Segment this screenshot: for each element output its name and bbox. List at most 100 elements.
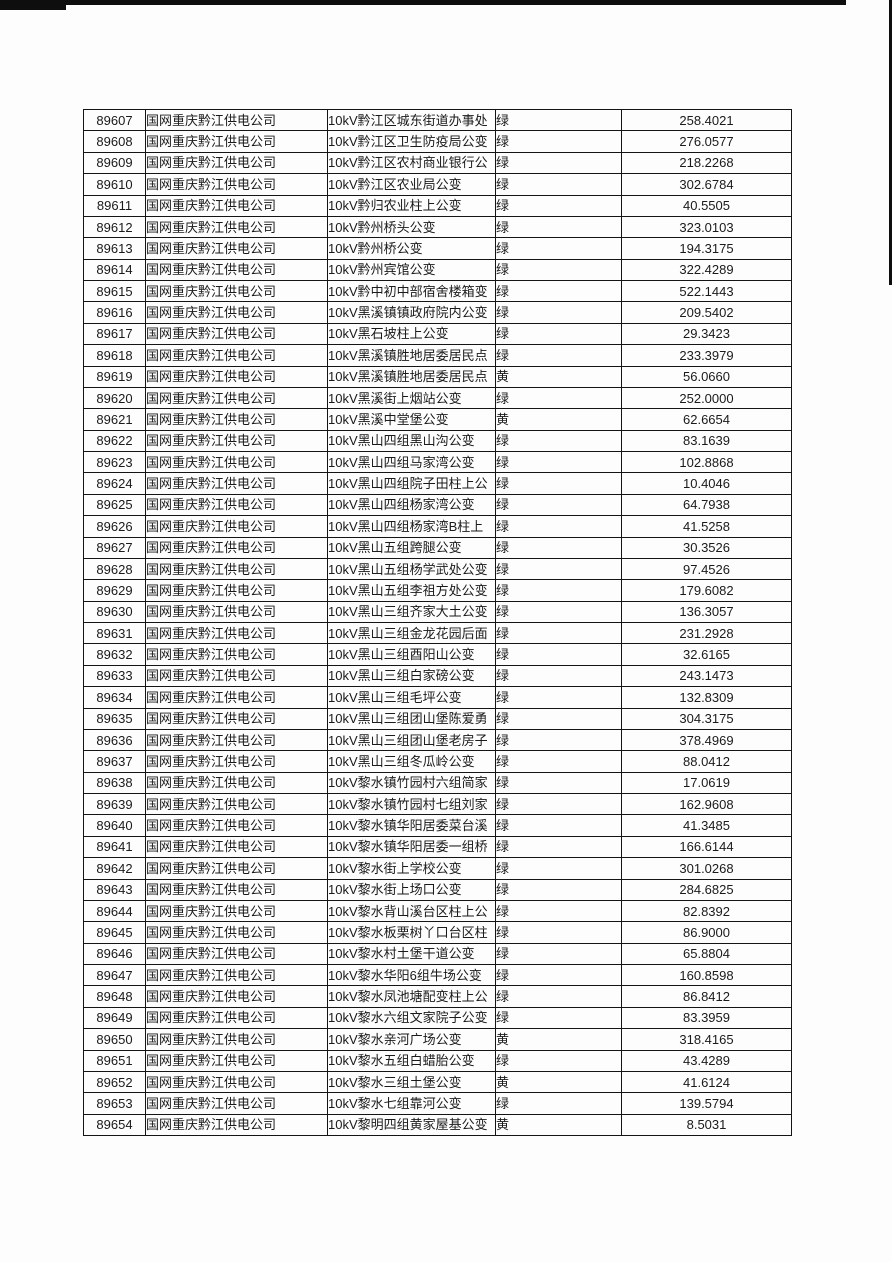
- cell-station: 10kV黔州桥头公变: [327, 215, 496, 239]
- cell-station: 10kV黔江区城东街道办事处: [327, 108, 496, 132]
- cell-value: 160.8598: [621, 963, 792, 987]
- cell-id: 89613: [83, 237, 146, 260]
- cell-value: 276.0577: [621, 130, 792, 153]
- cell-value: 301.0268: [621, 857, 792, 880]
- table-row: 89636 国网重庆黔江供电公司 10kV黑山三组团山堡老房子绿 378.4969: [83, 728, 792, 752]
- cell-station: 10kV黎水镇华阳居委一组桥: [327, 835, 496, 859]
- cell-company: 国网重庆黔江供电公司: [145, 878, 328, 901]
- cell-id: 89611: [83, 194, 146, 217]
- table-row: 89613 国网重庆黔江供电公司 10kV黔州桥公变绿 194.3175: [83, 237, 792, 260]
- cell-status: 黄: [495, 1028, 622, 1051]
- cell-value: 323.0103: [621, 215, 792, 239]
- cell-station: 10kV黑山四组马家湾公变: [327, 450, 496, 474]
- cell-value: 284.6825: [621, 878, 792, 901]
- cell-status: 绿: [495, 942, 622, 966]
- table-row: 89626 国网重庆黔江供电公司 10kV黑山四组杨家湾B柱上绿 41.5258: [83, 515, 792, 538]
- cell-company: 国网重庆黔江供电公司: [145, 322, 328, 346]
- cell-company: 国网重庆黔江供电公司: [145, 707, 328, 730]
- cell-company: 国网重庆黔江供电公司: [145, 258, 328, 282]
- cell-id: 89633: [83, 664, 146, 688]
- cell-company: 国网重庆黔江供电公司: [145, 344, 328, 367]
- cell-value: 65.8804: [621, 942, 792, 966]
- cell-status: 绿: [495, 322, 622, 346]
- cell-status: 绿: [495, 857, 622, 880]
- cell-status: 绿: [495, 237, 622, 260]
- cell-value: 136.3057: [621, 600, 792, 624]
- table-row: 89627 国网重庆黔江供电公司 10kV黑山五组跨腿公变绿 30.3526: [83, 536, 792, 559]
- cell-id: 89619: [83, 365, 146, 388]
- table-row: 89607 国网重庆黔江供电公司 10kV黔江区城东街道办事处绿 258.4021: [83, 108, 792, 132]
- cell-company: 国网重庆黔江供电公司: [145, 1070, 328, 1094]
- cell-company: 国网重庆黔江供电公司: [145, 194, 328, 217]
- cell-company: 国网重庆黔江供电公司: [145, 1028, 328, 1051]
- cell-station: 10kV黑石坡柱上公变: [327, 322, 496, 346]
- cell-station: 10kV黔江区农村商业银行公: [327, 151, 496, 175]
- table-row: 89632 国网重庆黔江供电公司 10kV黑山三组酉阳山公变绿 32.6165: [83, 643, 792, 666]
- cell-station: 10kV黎水五组白蜡胎公变: [327, 1049, 496, 1072]
- cell-id: 89610: [83, 173, 146, 196]
- cell-id: 89615: [83, 279, 146, 303]
- cell-status: 绿: [495, 643, 622, 666]
- table-row: 89648 国网重庆黔江供电公司 10kV黎水凤池塘配变柱上公绿 86.8412: [83, 985, 792, 1008]
- cell-status: 绿: [495, 450, 622, 474]
- table-row: 89638 国网重庆黔江供电公司 10kV黎水镇竹园村六组简家绿 17.0619: [83, 771, 792, 795]
- cell-id: 89623: [83, 450, 146, 474]
- cell-id: 89643: [83, 878, 146, 901]
- cell-id: 89630: [83, 600, 146, 624]
- cell-company: 国网重庆黔江供电公司: [145, 472, 328, 495]
- table-row: 89647 国网重庆黔江供电公司 10kV黎水华阳6组牛场公变绿 160.8598: [83, 963, 792, 987]
- cell-status: 绿: [495, 429, 622, 453]
- cell-station: 10kV黎水板栗树丫口台区柱: [327, 921, 496, 944]
- cell-status: 绿: [495, 621, 622, 645]
- table-row: 89633 国网重庆黔江供电公司 10kV黑山三组白家磅公变绿 243.1473: [83, 664, 792, 688]
- cell-status: 绿: [495, 707, 622, 730]
- cell-value: 179.6082: [621, 579, 792, 602]
- table-row: 89618 国网重庆黔江供电公司 10kV黑溪镇胜地居委居民点绿 233.3979: [83, 344, 792, 367]
- cell-station: 10kV黑山四组杨家湾公变: [327, 493, 496, 517]
- cell-status: 绿: [495, 472, 622, 495]
- table-row: 89646 国网重庆黔江供电公司 10kV黎水村土堡干道公变绿 65.8804: [83, 942, 792, 966]
- cell-company: 国网重庆黔江供电公司: [145, 173, 328, 196]
- cell-value: 97.4526: [621, 557, 792, 581]
- cell-station: 10kV黑溪中堂堡公变: [327, 408, 496, 431]
- scan-artifact-top-bar: [0, 0, 846, 5]
- cell-station: 10kV黑山五组李祖方处公变: [327, 579, 496, 602]
- cell-status: 绿: [495, 750, 622, 773]
- cell-company: 国网重庆黔江供电公司: [145, 792, 328, 816]
- cell-id: 89625: [83, 493, 146, 517]
- cell-status: 绿: [495, 664, 622, 688]
- cell-status: 绿: [495, 1006, 622, 1030]
- scan-artifact-top-left-block: [0, 0, 66, 10]
- cell-status: 绿: [495, 579, 622, 602]
- cell-station: 10kV黔中初中部宿舍楼箱变: [327, 279, 496, 303]
- cell-company: 国网重庆黔江供电公司: [145, 728, 328, 752]
- cell-station: 10kV黑溪镇胜地居委居民点: [327, 344, 496, 367]
- cell-company: 国网重庆黔江供电公司: [145, 215, 328, 239]
- cell-station: 10kV黔州宾馆公变: [327, 258, 496, 282]
- cell-station: 10kV黎水村土堡干道公变: [327, 942, 496, 966]
- table-row: 89637 国网重庆黔江供电公司 10kV黑山三组冬瓜岭公变绿 88.0412: [83, 750, 792, 773]
- cell-company: 国网重庆黔江供电公司: [145, 835, 328, 859]
- table-row: 89623 国网重庆黔江供电公司 10kV黑山四组马家湾公变绿 102.8868: [83, 450, 792, 474]
- cell-id: 89632: [83, 643, 146, 666]
- cell-station: 10kV黑山三组团山堡老房子: [327, 728, 496, 752]
- table-row: 89653 国网重庆黔江供电公司 10kV黎水七组靠河公变绿 139.5794: [83, 1092, 792, 1115]
- cell-id: 89654: [83, 1113, 146, 1137]
- cell-station: 10kV黔归农业柱上公变: [327, 194, 496, 217]
- cell-value: 231.2928: [621, 621, 792, 645]
- cell-value: 378.4969: [621, 728, 792, 752]
- table-row: 89650 国网重庆黔江供电公司 10kV黎水亲河广场公变黄 318.4165: [83, 1028, 792, 1051]
- cell-id: 89617: [83, 322, 146, 346]
- cell-station: 10kV黑溪街上烟站公变: [327, 386, 496, 410]
- table-row: 89640 国网重庆黔江供电公司 10kV黎水镇华阳居委菜台溪绿 41.3485: [83, 814, 792, 837]
- cell-value: 83.1639: [621, 429, 792, 453]
- cell-company: 国网重庆黔江供电公司: [145, 557, 328, 581]
- cell-company: 国网重庆黔江供电公司: [145, 365, 328, 388]
- cell-value: 41.5258: [621, 515, 792, 538]
- cell-station: 10kV黎水镇华阳居委菜台溪: [327, 814, 496, 837]
- cell-id: 89641: [83, 835, 146, 859]
- cell-station: 10kV黔州桥公变: [327, 237, 496, 260]
- table-row: 89612 国网重庆黔江供电公司 10kV黔州桥头公变绿 323.0103: [83, 215, 792, 239]
- table-row: 89619 国网重庆黔江供电公司 10kV黑溪镇胜地居委居民点黄 56.0660: [83, 365, 792, 388]
- cell-value: 10.4046: [621, 472, 792, 495]
